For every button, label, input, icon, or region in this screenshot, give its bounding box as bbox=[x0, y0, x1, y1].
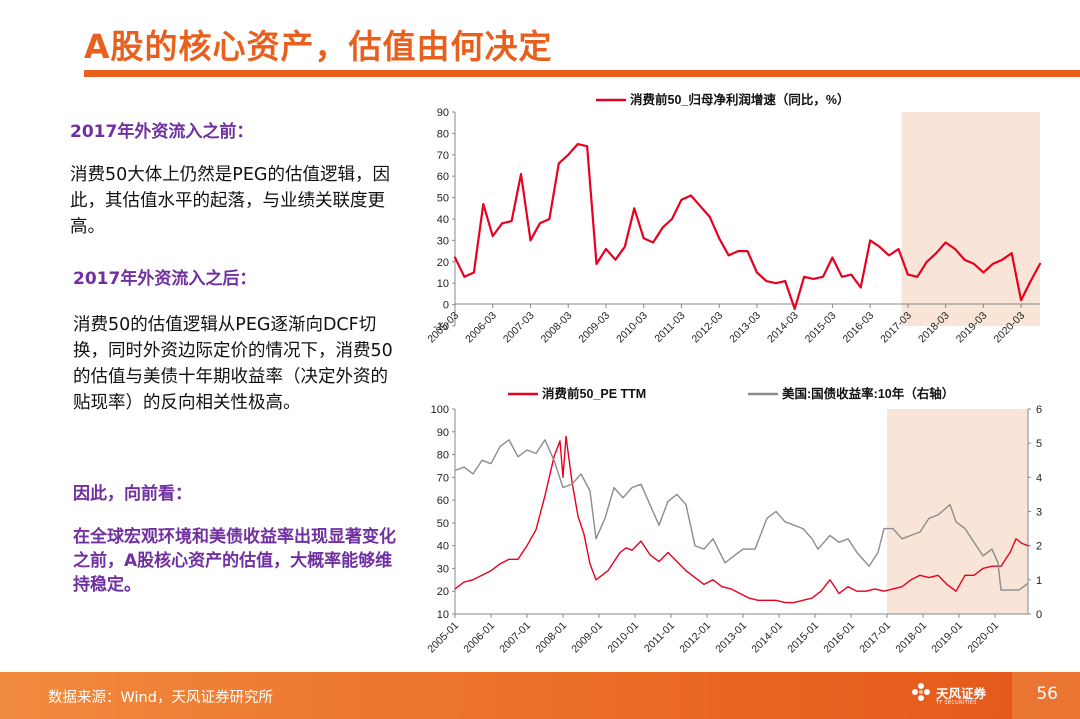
chart1: -10 0 10 20 30 40 50 60 70 80 90 2005-03 2006-03 2007… bbox=[425, 92, 1042, 346]
chart2-y-tick-label: 100 bbox=[431, 404, 449, 416]
chart2-x-tick-label: 2017-01 bbox=[857, 620, 893, 656]
chart1-highlight-band bbox=[901, 112, 1040, 326]
title-rule bbox=[84, 70, 1080, 77]
tf-logo-mark-icon bbox=[912, 683, 930, 701]
chart1-x-tick-label: 2011-03 bbox=[652, 310, 687, 345]
chart2-x-tick-label: 2019-01 bbox=[929, 620, 965, 656]
chart2-x-tick-label: 2010-01 bbox=[605, 620, 641, 656]
chart1-y-tick-label: 20 bbox=[437, 257, 449, 269]
chart2-legend-label: 消费前50_PE TTM bbox=[542, 386, 646, 401]
tf-logo: 天风证券 TF SECURITIES bbox=[910, 679, 1000, 715]
chart2-x-tick-label: 2016-01 bbox=[821, 620, 857, 656]
forward-body: 在全球宏观环境和美债收益率出现显著变化之前，A股核心资产的估值，大概率能够维持稳… bbox=[73, 527, 396, 595]
chart1-x-tick-label: 2017-03 bbox=[878, 310, 914, 346]
chart1-y-tick-label: 70 bbox=[437, 150, 449, 162]
chart1-y-tick-label: 80 bbox=[437, 128, 449, 140]
chart2-y-tick-label: 90 bbox=[437, 427, 449, 439]
chart2-y-tick-label: 30 bbox=[437, 563, 449, 575]
chart1-legend-label: 消费前50_归母净利润增速（同比，%） bbox=[630, 92, 849, 107]
footer-source: 数据来源：Wind，天风证券研究所 bbox=[48, 690, 273, 706]
forward-heading: 因此，向前看： bbox=[73, 484, 192, 504]
chart2-y-right-tick-label: 5 bbox=[1036, 438, 1042, 450]
tf-logo-text: 天风证券 bbox=[936, 686, 987, 701]
chart1-x-tick-label: 2005-03 bbox=[425, 310, 461, 346]
before-body: 消费50大体上仍然是PEG的估值逻辑，因此，其估值水平的起落，与业绩关联度更高。 bbox=[70, 165, 390, 237]
chart2-x-tick-label: 2015-01 bbox=[785, 620, 821, 656]
chart1-x-tick-label: 2010-03 bbox=[614, 310, 650, 346]
chart2-y-right-tick-label: 4 bbox=[1036, 472, 1042, 484]
chart2-y-tick-label: 60 bbox=[437, 495, 449, 507]
page-title: A股的核心资产，估值由何决定 bbox=[84, 27, 553, 66]
chart1-x-tick-label: 2013-03 bbox=[727, 310, 763, 346]
chart2-x-tick-label: 2005-01 bbox=[425, 620, 461, 656]
after-heading: 2017年外资流入之后： bbox=[73, 269, 257, 289]
chart2-y-tick-label: 20 bbox=[437, 586, 449, 598]
chart2-x-tick-label: 2009-01 bbox=[569, 620, 605, 656]
chart1-y-tick-label: 40 bbox=[437, 214, 449, 226]
chart2-x-tick-label: 2020-01 bbox=[965, 620, 1001, 656]
chart1-x-tick-label: 2015-03 bbox=[803, 310, 839, 346]
chart2-series-2-line bbox=[454, 439, 1029, 591]
chart2-x-tick-label: 2012-01 bbox=[677, 620, 713, 656]
chart1-x-tick-label: 2016-03 bbox=[841, 310, 877, 346]
chart2-x-tick-label: 2011-01 bbox=[642, 620, 677, 655]
chart1-x-tick-label: 2012-03 bbox=[690, 310, 726, 346]
chart1-x-tick-label: 2009-03 bbox=[576, 310, 612, 346]
chart2-legend-label: 美国:国债收益率:10年（右轴） bbox=[782, 386, 954, 401]
chart2-x-tick-label: 2018-01 bbox=[893, 620, 929, 656]
chart2-x-tick-label: 2013-01 bbox=[713, 620, 749, 656]
chart2-y-tick-label: 50 bbox=[437, 518, 449, 530]
chart1-y-tick-label: 0 bbox=[443, 300, 449, 312]
chart1-x-tick-label: 2007-03 bbox=[501, 310, 537, 346]
chart2-y-tick-label: 40 bbox=[437, 541, 449, 553]
chart2-y-right-tick-label: 6 bbox=[1036, 404, 1042, 416]
page-number-box: 56 bbox=[1012, 672, 1080, 719]
chart1-y-tick-label: 50 bbox=[437, 193, 449, 205]
chart1-series-1-line bbox=[453, 143, 1042, 310]
chart2-x-tick-label: 2007-01 bbox=[497, 620, 533, 656]
chart2-x-tick-label: 2006-01 bbox=[461, 620, 497, 656]
chart1-x-tick-label: 2006-03 bbox=[463, 310, 499, 346]
chart1-y-tick-label: 90 bbox=[437, 107, 449, 119]
chart2-y-right-tick-label: 1 bbox=[1036, 575, 1042, 587]
chart2-y-tick-label: 10 bbox=[437, 609, 449, 621]
chart2-y-right-tick-label: 3 bbox=[1036, 507, 1042, 519]
chart1-y-tick-label: 30 bbox=[437, 235, 449, 247]
chart1-y-tick-label: -10 bbox=[433, 321, 449, 333]
chart2-series-1-line bbox=[454, 435, 1029, 604]
chart1-y-tick-label: 60 bbox=[437, 171, 449, 183]
chart2-y-tick-label: 70 bbox=[437, 472, 449, 484]
page-number: 56 bbox=[1036, 684, 1058, 704]
chart2-y-right-tick-label: 0 bbox=[1036, 609, 1042, 621]
chart2: 10 20 30 40 50 60 70 80 90 100 0 1 2 3 4 5 6 2005-01 2006-… bbox=[425, 386, 1042, 655]
chart2-x-tick-label: 2014-01 bbox=[749, 620, 785, 656]
chart2-highlight-band bbox=[887, 409, 1028, 614]
chart1-x-tick-label: 2008-03 bbox=[539, 310, 575, 346]
after-body: 消费50的估值逻辑从PEG逐渐向DCF切换，同时外资边际定价的情况下，消费50的… bbox=[73, 315, 393, 413]
chart2-y-tick-label: 80 bbox=[437, 450, 449, 462]
footer-bar: 数据来源：Wind，天风证券研究所 天风证券 TF SECURITIES 56 bbox=[0, 672, 1080, 719]
before-heading: 2017年外资流入之前： bbox=[70, 122, 254, 142]
chart2-y-right-tick-label: 2 bbox=[1036, 541, 1042, 553]
chart1-x-tick-label: 2014-03 bbox=[765, 310, 801, 346]
chart1-y-tick-label: 10 bbox=[437, 278, 449, 290]
chart2-x-tick-label: 2008-01 bbox=[533, 620, 569, 656]
tf-logo-sub: TF SECURITIES bbox=[936, 700, 977, 706]
